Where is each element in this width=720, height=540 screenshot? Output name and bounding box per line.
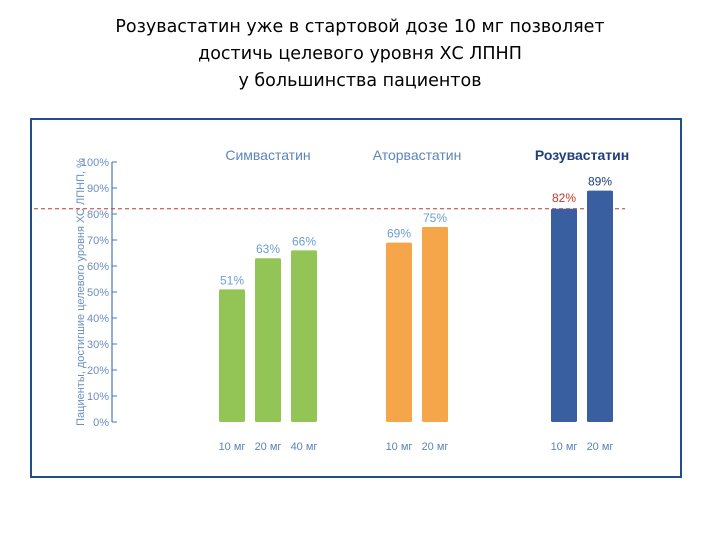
x-category-label: 40 мг xyxy=(291,441,318,453)
bar xyxy=(255,258,281,422)
slide-title-line-3: у большинства пациентов xyxy=(238,71,482,91)
x-category-label: 10 мг xyxy=(551,441,578,453)
bar xyxy=(291,250,317,422)
slide-title: Розувастатин уже в стартовой дозе 10 мг … xyxy=(0,14,720,95)
y-tick-label: 30% xyxy=(87,339,109,351)
y-tick-label: 80% xyxy=(87,209,109,221)
bar xyxy=(219,289,245,422)
y-tick-label: 50% xyxy=(87,287,109,299)
bar xyxy=(422,227,448,422)
y-tick-label: 90% xyxy=(87,183,109,195)
group-title: Симвастатин xyxy=(225,147,310,163)
x-category-label: 10 мг xyxy=(219,441,246,453)
bar-value-label: 51% xyxy=(220,273,244,287)
y-axis-title: Пациенты, достигшие целевого уровня ХС Л… xyxy=(75,158,87,426)
bar-chart: 0% 10% 20% 30% 40% 50% 60% 70% 80% 90% 100%Пациент… xyxy=(34,147,629,453)
y-tick-label: 40% xyxy=(87,313,109,325)
slide-title-line-2: достичь целевого уровня ХС ЛПНП xyxy=(198,44,522,64)
y-tick-label: 0% xyxy=(93,417,109,429)
bar xyxy=(587,190,613,422)
y-tick-label: 20% xyxy=(87,365,109,377)
bar-value-label: 89% xyxy=(588,175,612,189)
y-tick-label: 60% xyxy=(87,261,109,273)
x-category-label: 20 мг xyxy=(255,441,282,453)
y-tick-label: 70% xyxy=(87,235,109,247)
x-category-label: 20 мг xyxy=(422,441,449,453)
group-title: Розувастатин xyxy=(535,147,629,163)
bar-value-label: 66% xyxy=(292,234,316,248)
bar xyxy=(386,242,412,422)
slide-title-line-1: Розувастатин уже в стартовой дозе 10 мг … xyxy=(115,17,605,37)
bar-value-label: 63% xyxy=(256,242,280,256)
bar-value-label: 75% xyxy=(423,211,447,225)
y-tick-label: 10% xyxy=(87,391,109,403)
x-category-label: 20 мг xyxy=(587,441,614,453)
x-category-label: 10 мг xyxy=(386,441,413,453)
y-tick-label: 100% xyxy=(81,157,109,169)
group-title: Аторвастатин xyxy=(373,147,462,163)
reference-line-label: 82% xyxy=(552,191,576,205)
chart-frame: 0% 10% 20% 30% 40% 50% 60% 70% 80% 90% 100% Пациент… xyxy=(30,118,682,478)
bar xyxy=(551,208,577,422)
bar-value-label: 69% xyxy=(387,227,411,241)
